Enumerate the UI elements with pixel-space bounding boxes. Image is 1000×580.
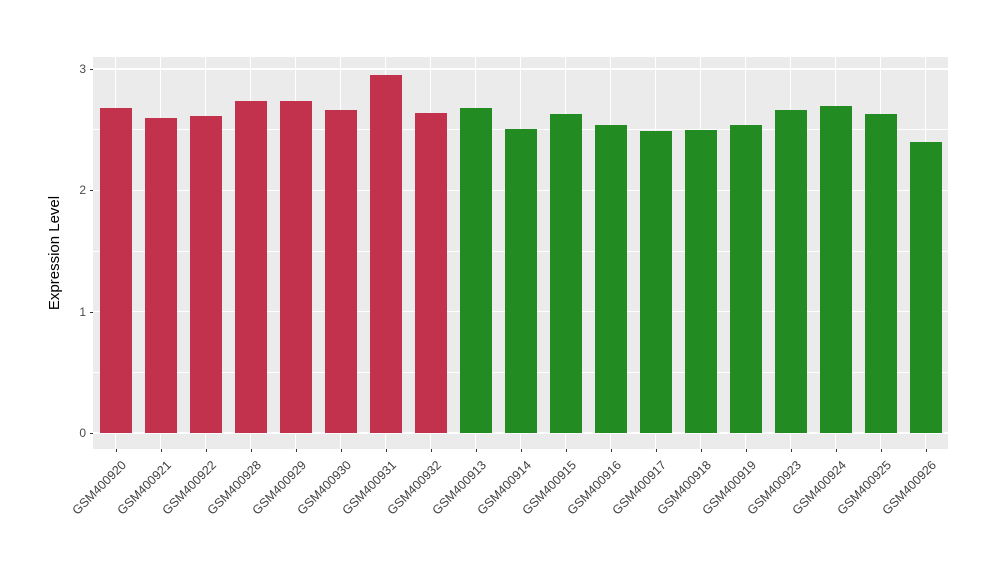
y-tick-label: 0 [79, 426, 86, 440]
y-tick-mark [89, 311, 93, 313]
bar [729, 124, 762, 433]
bar [774, 110, 807, 433]
x-tick-mark [745, 449, 747, 452]
x-tick-mark [610, 449, 612, 452]
x-tick-mark [565, 449, 567, 452]
bar [189, 116, 222, 433]
bar [909, 141, 942, 433]
bar [279, 100, 312, 433]
x-tick-mark [475, 449, 477, 452]
bar [594, 124, 627, 433]
x-tick-mark [790, 449, 792, 452]
x-tick-mark [430, 449, 432, 452]
y-axis-title: Expression Level [46, 195, 63, 311]
x-tick-mark [340, 449, 342, 452]
plot-panel [93, 57, 948, 449]
x-tick-mark [205, 449, 207, 452]
bar [234, 100, 267, 433]
x-tick-mark [250, 449, 252, 452]
bar [99, 107, 132, 433]
bar [639, 130, 672, 433]
x-tick-mark [115, 449, 117, 452]
x-tick-mark [160, 449, 162, 452]
x-tick-mark [295, 449, 297, 452]
x-tick-mark [385, 449, 387, 452]
y-tick-label: 3 [79, 62, 86, 77]
bar [144, 117, 177, 433]
y-tick-mark [89, 190, 93, 192]
y-tick-label: 1 [79, 304, 86, 319]
bar [864, 113, 897, 433]
x-tick-mark [520, 449, 522, 452]
x-tick-mark [700, 449, 702, 452]
y-tick-mark [89, 433, 93, 434]
bar [504, 128, 537, 433]
bar [819, 105, 852, 433]
bar [549, 113, 582, 433]
bar [684, 129, 717, 433]
bar [459, 107, 492, 433]
bar [414, 112, 447, 433]
x-tick-mark [655, 449, 657, 452]
x-tick-label: GSM400926 [879, 458, 940, 518]
x-tick-mark [835, 449, 837, 452]
x-tick-mark [925, 449, 927, 452]
y-tick-mark [89, 69, 93, 71]
bar [324, 110, 357, 433]
bar [369, 75, 402, 433]
y-tick-label: 2 [79, 183, 86, 198]
x-tick-mark [880, 449, 882, 452]
